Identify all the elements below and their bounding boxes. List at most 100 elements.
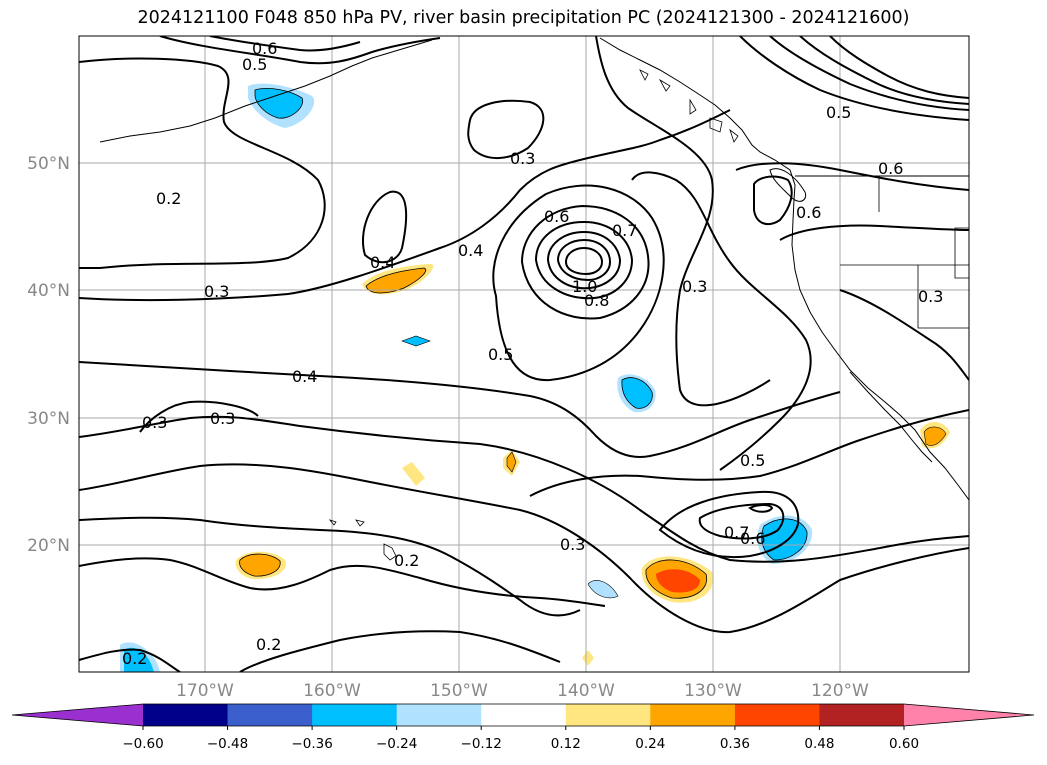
colorbar-tick-label: −0.24 <box>376 736 417 752</box>
contour-02-sw <box>79 557 606 607</box>
contour-label: 1.0 <box>572 277 597 296</box>
graticule <box>79 36 969 672</box>
colorbar-extend-min <box>12 704 143 726</box>
contour-label: 0.3 <box>682 277 707 296</box>
colorbar-tick-label: −0.60 <box>122 736 163 752</box>
contour-ne-1 <box>739 36 969 121</box>
colorbar-tick-label: −0.12 <box>461 736 502 752</box>
precip-blob-sw-core <box>124 647 154 672</box>
contour-low-07 <box>534 220 634 300</box>
colorbar-tick-label: 0.24 <box>635 736 665 752</box>
contour-label: 0.6 <box>796 203 821 222</box>
lon-label: 120°W <box>811 681 869 701</box>
lat-label: 40°N <box>27 281 70 301</box>
contour-02-south2 <box>79 516 581 617</box>
contour-east-inner <box>839 289 969 381</box>
lat-label: 30°N <box>27 409 70 429</box>
contour-label: 0.4 <box>370 253 395 272</box>
contour-ne-4 <box>829 36 969 99</box>
contour-subtrop-08 <box>748 504 774 513</box>
colorbar-cell <box>143 704 229 726</box>
colorbar-extend-max <box>904 704 1034 726</box>
contour-ne-2 <box>769 36 969 111</box>
precip-pos-1-core <box>365 267 427 294</box>
contour-low-06 <box>520 204 650 320</box>
contour-label: 0.5 <box>242 55 267 74</box>
contour-east-05 <box>631 171 812 471</box>
contour-label: 0.7 <box>724 523 749 542</box>
contour-label: 0.6 <box>252 39 277 58</box>
precip-pos-7 <box>582 650 594 666</box>
colorbar <box>11 703 1035 727</box>
state-lines <box>840 176 969 329</box>
lon-label: 160°W <box>303 681 361 701</box>
contour-label: 0.3 <box>510 149 535 168</box>
contour-ne-5 <box>735 162 969 191</box>
lat-label: 50°N <box>27 154 70 174</box>
precip-pos-2-core <box>239 553 281 577</box>
precip-pos-3-core <box>656 569 700 593</box>
contour-label: 0.2 <box>122 649 147 668</box>
map-frame <box>78 35 970 673</box>
contour-west-big <box>79 57 326 269</box>
colorbar-cell <box>396 704 482 726</box>
colorbar-tick-label: 0.36 <box>720 736 750 752</box>
contour-east-03 <box>595 36 771 407</box>
colorbar-tick-label: 0.12 <box>551 736 581 752</box>
baja-coast <box>849 371 933 463</box>
contour-06-north <box>209 36 361 52</box>
contour-03-island <box>467 99 545 159</box>
precip-blob-small-2 <box>587 580 619 599</box>
precip-blob-north-core <box>254 88 304 119</box>
colorbar-cell <box>312 704 398 726</box>
lon-label: 150°W <box>430 681 488 701</box>
colorbar-cell <box>650 704 736 726</box>
contour-low-05 <box>492 184 665 382</box>
contour-label: 0.6 <box>544 207 569 226</box>
lon-label: 140°W <box>557 681 615 701</box>
contour-label: 0.3 <box>142 413 167 432</box>
precip-blob-small-1 <box>401 335 431 347</box>
pv-contours <box>79 36 969 672</box>
contour-low-10 <box>564 246 604 276</box>
colorbar-cell <box>227 704 313 726</box>
contour-ne-6 <box>779 224 969 241</box>
contour-label: 0.7 <box>612 221 637 240</box>
contour-04 <box>79 361 841 458</box>
contour-03-south <box>79 415 969 563</box>
contour-label: 0.3 <box>210 409 235 428</box>
precip-pos-4-core <box>506 451 517 473</box>
contour-label: 0.2 <box>394 551 419 570</box>
colorbar-tick-label: −0.36 <box>291 736 332 752</box>
contour-label: 0.2 <box>256 635 281 654</box>
contour-02-bottom <box>79 630 561 672</box>
longitude-labels: 170°W 160°W 150°W 140°W 130°W 120°W <box>176 681 869 701</box>
contour-label: 0.6 <box>878 159 903 178</box>
colorbar-tick-label: 0.48 <box>804 736 834 752</box>
alaska-coast <box>599 37 969 501</box>
lon-label: 170°W <box>176 681 234 701</box>
contour-labels: 0.6 0.5 0.2 0.3 0.4 0.4 0.6 0.7 1.0 0.8 … <box>122 39 943 668</box>
contour-label: 0.4 <box>458 241 483 260</box>
contour-low-09 <box>556 238 612 282</box>
contour-low-08 <box>546 230 622 290</box>
contour-label: 0.5 <box>826 103 851 122</box>
contour-03-midlat <box>79 109 731 302</box>
contour-label: 0.6 <box>740 529 765 548</box>
precip-pos-6-core <box>923 426 947 446</box>
contour-label: 0.5 <box>740 451 765 470</box>
colorbar-cell <box>565 704 651 726</box>
precip-blob-central-core <box>621 377 653 409</box>
contour-label: 0.3 <box>560 535 585 554</box>
contour-04-island <box>362 190 408 264</box>
colorbar-cell <box>819 704 905 726</box>
colorbar-cell <box>734 704 820 726</box>
colorbar-cell <box>481 704 567 726</box>
contour-label: 0.2 <box>156 189 181 208</box>
contour-label: 0.4 <box>292 367 317 386</box>
contour-ne-3 <box>799 36 969 105</box>
contour-subtrop-07 <box>698 502 785 540</box>
lon-label: 130°W <box>684 681 742 701</box>
contour-subtrop-05 <box>529 409 969 497</box>
